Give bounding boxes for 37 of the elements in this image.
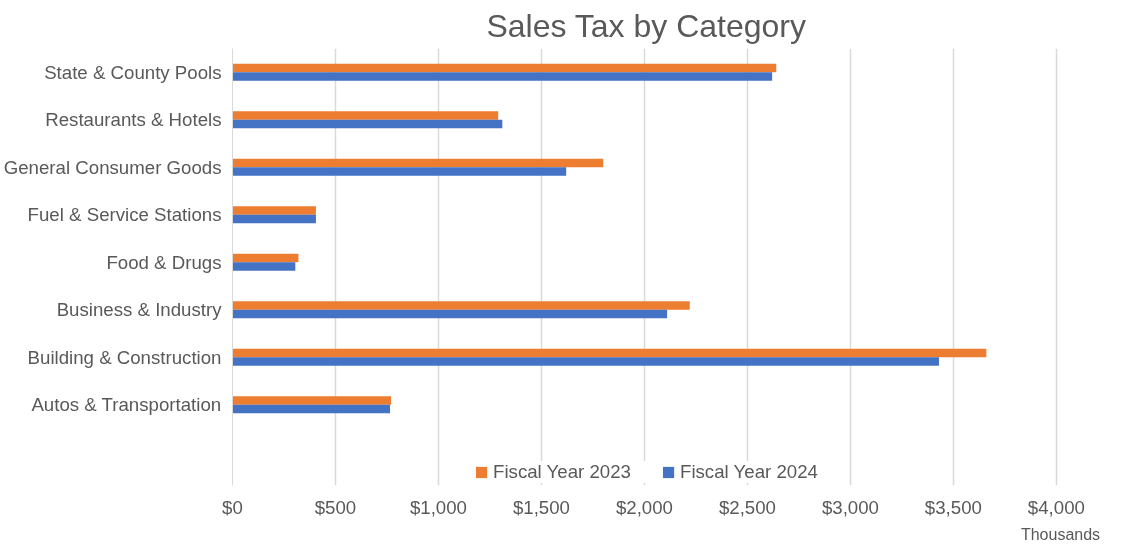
bar	[232, 348, 987, 358]
bar	[232, 309, 668, 319]
y-tick-label: Business & Industry	[56, 299, 223, 321]
x-tick-label: $0	[222, 496, 243, 518]
y-tick-label: Fuel & Service Stations	[27, 204, 222, 226]
bar	[232, 262, 296, 271]
bar	[232, 119, 503, 129]
bar	[232, 111, 499, 120]
legend-label: Fiscal Year 2024	[680, 461, 818, 483]
x-tick-label: $3,500	[924, 496, 982, 518]
bar	[232, 404, 391, 414]
x-tick-label: $500	[314, 496, 357, 518]
y-tick-label: State & County Pools	[44, 61, 222, 83]
bar	[232, 253, 299, 263]
bar	[232, 396, 392, 405]
bar	[232, 214, 316, 224]
bar	[232, 158, 604, 168]
bar	[232, 206, 316, 215]
chart-title: Sales Tax by Category	[486, 7, 806, 44]
bar	[232, 63, 777, 73]
y-tick-label: Building & Construction	[27, 346, 222, 368]
bar	[232, 167, 567, 176]
x-tick-label: $4,000	[1027, 496, 1085, 518]
x-tick-label: $2,500	[718, 496, 776, 518]
y-tick-label: General Consumer Goods	[3, 156, 222, 178]
x-tick-label: $3,000	[821, 496, 879, 518]
bar	[232, 357, 939, 366]
x-axis-title: Thousands	[1020, 525, 1101, 543]
legend-label: Fiscal Year 2023	[493, 461, 631, 483]
y-tick-label: Food & Drugs	[106, 251, 222, 273]
x-tick-label: $1,000	[409, 496, 467, 518]
y-tick-label: Autos & Transportation	[31, 394, 222, 416]
x-tick-label: $2,000	[615, 496, 673, 518]
x-tick-label: $1,500	[512, 496, 570, 518]
bar	[232, 72, 773, 81]
bar	[232, 301, 690, 310]
y-tick-label: Restaurants & Hotels	[45, 109, 222, 131]
